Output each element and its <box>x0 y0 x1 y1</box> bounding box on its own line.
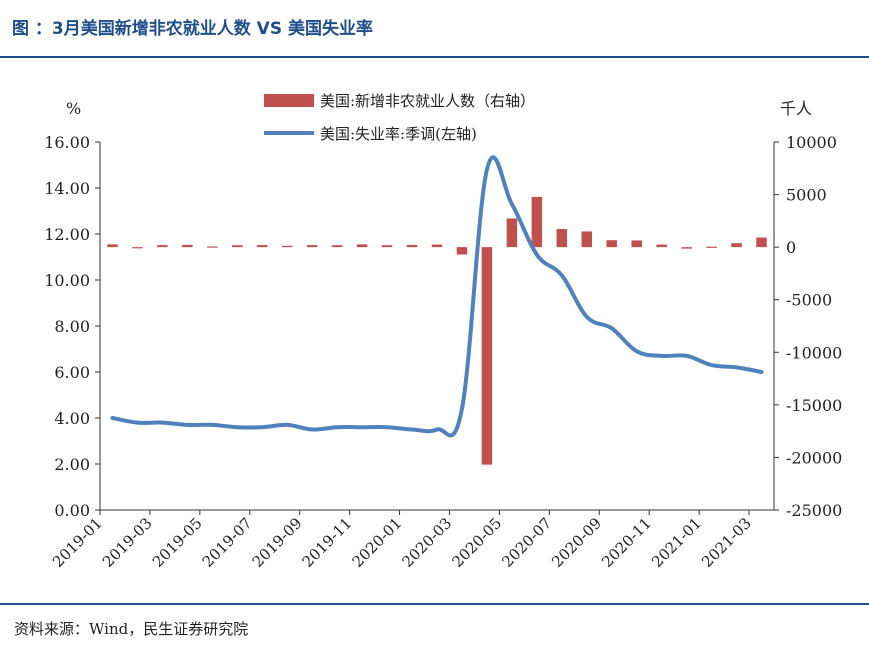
bar <box>331 245 343 248</box>
bar-series <box>107 196 767 465</box>
x-tick-label: 2019-09 <box>249 514 306 571</box>
bar <box>107 244 118 248</box>
right-tick-label: 10000 <box>786 133 837 152</box>
bar <box>581 231 593 248</box>
left-axis-unit: % <box>66 99 81 118</box>
bar <box>281 245 293 248</box>
bar <box>606 240 617 248</box>
bar <box>456 247 468 255</box>
x-tick-label: 2019-11 <box>299 514 356 571</box>
bar <box>756 237 767 248</box>
x-tick-label: 2020-09 <box>548 514 605 571</box>
left-tick-label: 0.00 <box>54 501 90 520</box>
left-tick-label: 6.00 <box>54 363 90 382</box>
right-tick-label: -25000 <box>786 501 842 520</box>
bar <box>207 246 218 248</box>
bar <box>182 244 193 248</box>
x-tick-label: 2020-11 <box>598 514 655 571</box>
left-tick-label: 16.00 <box>44 133 90 152</box>
left-tick-label: 4.00 <box>54 409 90 428</box>
x-axis: 2019-012019-032019-052019-072019-092019-… <box>49 509 774 571</box>
bar <box>481 247 493 465</box>
right-tick-label: -15000 <box>786 396 842 415</box>
x-tick-label: 2019-03 <box>99 514 156 571</box>
bar <box>731 243 742 248</box>
header-rule <box>0 56 869 58</box>
x-tick-label: 2021-01 <box>648 514 705 571</box>
bar <box>356 244 368 248</box>
right-tick-label: 0 <box>786 238 796 257</box>
bar <box>232 245 243 248</box>
source-note: 资料来源：Wind，民生证券研究院 <box>14 620 249 638</box>
left-tick-label: 2.00 <box>54 455 90 474</box>
x-tick-label: 2020-07 <box>498 514 555 571</box>
legend-swatch-bar <box>264 94 314 107</box>
left-tick-label: 14.00 <box>44 179 90 198</box>
bar <box>506 218 518 248</box>
bar <box>706 246 717 248</box>
right-tick-label: -5000 <box>786 291 832 310</box>
bar <box>531 196 543 248</box>
chart-title: 图 ：3月美国新增非农就业人数 VS 美国失业率 <box>12 19 373 39</box>
legend-label-bar: 美国:新增非农就业人数（右轴） <box>320 92 535 110</box>
x-tick-label: 2019-01 <box>49 514 106 571</box>
bar <box>381 245 393 248</box>
legend: 美国:新增非农就业人数（右轴） 美国:失业率:季调(左轴) <box>264 92 535 143</box>
bar <box>656 244 667 248</box>
bar <box>157 245 168 248</box>
right-tick-label: -20000 <box>786 448 842 467</box>
bar <box>681 247 692 249</box>
x-tick-label: 2020-05 <box>448 514 505 571</box>
left-tick-label: 10.00 <box>44 271 90 290</box>
x-tick-label: 2020-01 <box>349 514 406 571</box>
bar <box>631 240 642 248</box>
right-axis: 10000 5000 0 -5000 -10000 -15000 -20000 -25000 <box>773 133 842 520</box>
x-tick-label: 2019-07 <box>199 514 256 571</box>
bar <box>431 244 443 248</box>
unemployment-line <box>110 155 764 438</box>
x-tick-label: 2019-05 <box>149 514 206 571</box>
left-axis: 0.00 2.00 4.00 6.00 8.00 10.00 12.00 14.00 16.00 <box>44 133 101 520</box>
right-tick-label: 5000 <box>786 186 827 205</box>
bar <box>257 245 268 248</box>
bar <box>132 247 143 249</box>
footer-rule <box>0 603 869 605</box>
right-tick-label: -10000 <box>786 343 842 362</box>
left-tick-label: 12.00 <box>44 225 90 244</box>
x-tick-label: 2020-03 <box>398 514 455 571</box>
line-series <box>110 155 764 438</box>
chart: 0.00 2.00 4.00 6.00 8.00 10.00 12.00 14.00 16.00… <box>44 92 842 571</box>
right-axis-unit: 千人 <box>780 99 812 118</box>
bar <box>556 228 568 248</box>
x-tick-label: 2021-03 <box>698 514 755 571</box>
bar <box>306 245 318 248</box>
legend-label-line: 美国:失业率:季调(左轴) <box>320 125 477 143</box>
bar <box>406 244 418 248</box>
left-tick-label: 8.00 <box>54 317 90 336</box>
